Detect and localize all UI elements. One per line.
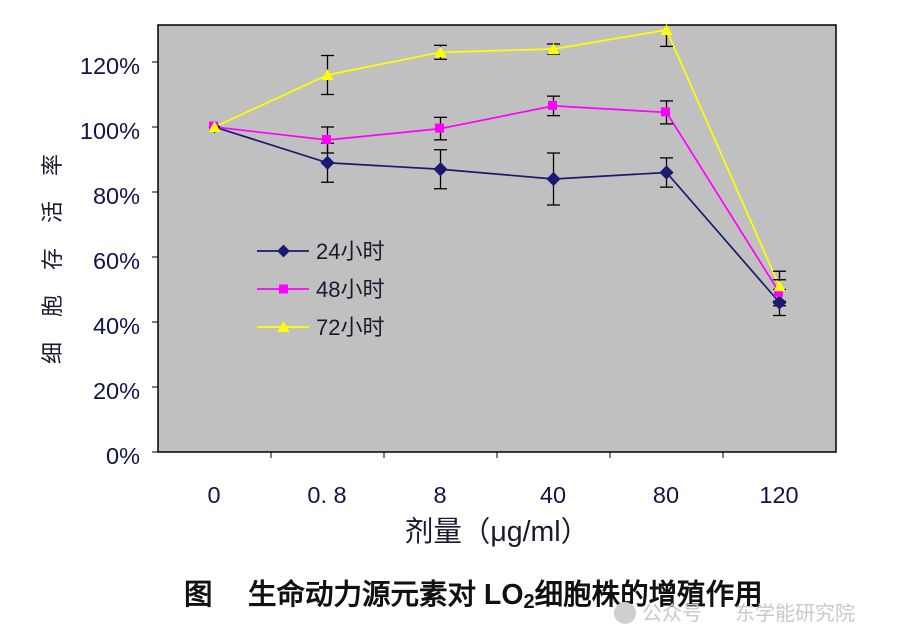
svg-text:0: 0 (207, 482, 220, 508)
svg-text:24小时: 24小时 (316, 239, 384, 264)
svg-text:20%: 20% (93, 378, 140, 404)
svg-text:剂量（μg/ml）: 剂量（μg/ml） (405, 516, 589, 548)
svg-text:60%: 60% (93, 248, 140, 274)
svg-text:公众号: 公众号 (642, 602, 702, 625)
svg-text:图: 图 (184, 579, 213, 611)
svg-text:0. 8: 0. 8 (307, 482, 346, 508)
svg-text:48小时: 48小时 (316, 277, 384, 302)
svg-text:8: 8 (433, 482, 446, 508)
svg-text:72小时: 72小时 (316, 315, 384, 340)
svg-text:细: 细 (40, 342, 65, 364)
svg-text:80%: 80% (93, 183, 140, 209)
svg-text:40: 40 (540, 482, 566, 508)
svg-text:胞: 胞 (40, 295, 65, 317)
svg-text:100%: 100% (80, 118, 140, 144)
svg-text:120: 120 (759, 482, 798, 508)
svg-text:0%: 0% (106, 443, 140, 469)
svg-text:存: 存 (40, 248, 65, 270)
svg-text:40%: 40% (93, 313, 140, 339)
svg-text:120%: 120% (80, 53, 140, 79)
svg-text:活: 活 (40, 201, 65, 223)
svg-text:80: 80 (653, 482, 679, 508)
svg-text:率: 率 (40, 154, 65, 176)
svg-text:东学能研究院: 东学能研究院 (735, 602, 855, 625)
